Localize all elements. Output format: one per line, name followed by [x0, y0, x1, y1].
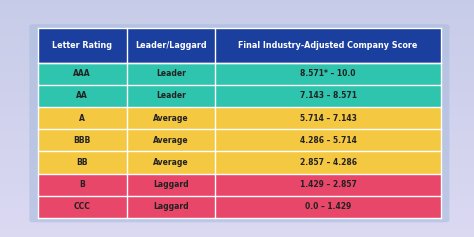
Text: Average: Average [153, 158, 189, 167]
Text: 8.571* – 10.0: 8.571* – 10.0 [300, 69, 356, 78]
Bar [38, 196, 127, 218]
Text: 5.714 – 7.143: 5.714 – 7.143 [300, 114, 356, 123]
Text: B: B [79, 180, 85, 189]
Bar [215, 85, 441, 107]
Bar [127, 174, 215, 196]
Bar [215, 174, 441, 196]
Text: 1.429 – 2.857: 1.429 – 2.857 [300, 180, 356, 189]
Text: CCC: CCC [74, 202, 91, 211]
Text: 2.857 – 4.286: 2.857 – 4.286 [300, 158, 356, 167]
Bar [38, 129, 127, 151]
Bar [38, 28, 127, 63]
Text: BBB: BBB [73, 136, 91, 145]
Text: Letter Rating: Letter Rating [52, 41, 112, 50]
Bar [127, 63, 215, 85]
Text: Leader: Leader [156, 91, 186, 100]
Bar [127, 107, 215, 129]
Bar [127, 151, 215, 174]
Text: Leader/Laggard: Leader/Laggard [135, 41, 207, 50]
Bar [215, 196, 441, 218]
Bar [127, 196, 215, 218]
Text: Laggard: Laggard [153, 202, 189, 211]
Text: BB: BB [76, 158, 88, 167]
Bar [38, 151, 127, 174]
Bar [38, 85, 127, 107]
Bar [38, 63, 127, 85]
Text: 7.143 – 8.571: 7.143 – 8.571 [300, 91, 356, 100]
Text: 0.0 – 1.429: 0.0 – 1.429 [305, 202, 351, 211]
Bar [215, 107, 441, 129]
Bar [215, 63, 441, 85]
Bar [215, 151, 441, 174]
Text: AAA: AAA [73, 69, 91, 78]
Bar [127, 28, 215, 63]
Bar [215, 129, 441, 151]
Bar [127, 129, 215, 151]
FancyBboxPatch shape [29, 24, 449, 222]
Text: Leader: Leader [156, 69, 186, 78]
Text: 4.286 – 5.714: 4.286 – 5.714 [300, 136, 356, 145]
Bar [215, 28, 441, 63]
Text: Average: Average [153, 136, 189, 145]
Bar [127, 85, 215, 107]
Bar [38, 174, 127, 196]
Text: Laggard: Laggard [153, 180, 189, 189]
Text: AA: AA [76, 91, 88, 100]
Text: Average: Average [153, 114, 189, 123]
Bar [38, 107, 127, 129]
Text: A: A [79, 114, 85, 123]
Text: Final Industry-Adjusted Company Score: Final Industry-Adjusted Company Score [238, 41, 418, 50]
